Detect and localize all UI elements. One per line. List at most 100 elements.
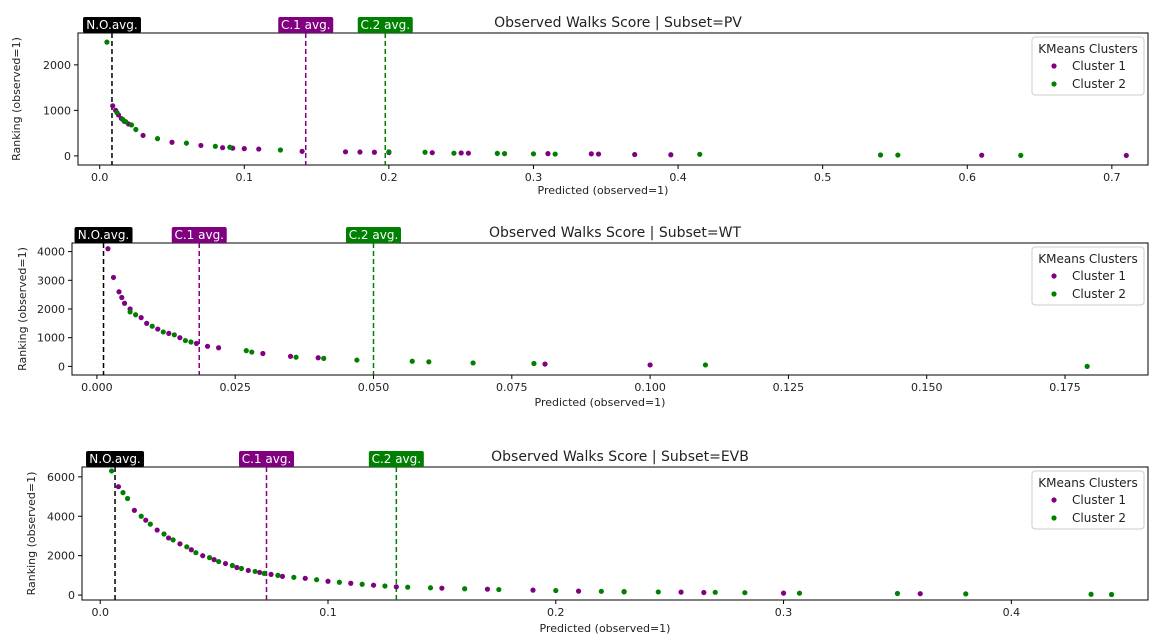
chart-1-legend-marker xyxy=(1051,63,1057,69)
chart-1-legend-title: KMeans Clusters xyxy=(1038,42,1137,56)
chart-1-point xyxy=(552,151,558,157)
chart-3-xtick-label: 0.1 xyxy=(319,606,337,619)
chart-3-point xyxy=(917,591,923,597)
chart-3-point xyxy=(530,587,536,593)
chart-3-point xyxy=(678,589,684,595)
chart-1-avg-label: C.1 avg. xyxy=(281,18,331,32)
chart-2-point xyxy=(133,312,139,318)
chart-3-avg-label-box xyxy=(239,451,294,467)
chart-2-avg-label-box xyxy=(171,227,227,243)
chart-1-legend xyxy=(1031,36,1145,96)
chart-1-xtick-label: 0.7 xyxy=(1103,171,1121,184)
chart-3-point xyxy=(131,507,137,513)
chart-2-point xyxy=(1084,363,1090,369)
chart-3-legend-entry: Cluster 1 xyxy=(1072,493,1126,507)
chart-1-point xyxy=(169,139,175,145)
chart-3-xlabel: Predicted (observed=1) xyxy=(540,622,671,635)
chart-2-point xyxy=(188,339,194,345)
chart-3-point xyxy=(206,555,213,561)
chart-2-point xyxy=(177,335,183,341)
chart-1-point xyxy=(154,136,161,142)
chart-3-legend xyxy=(1031,470,1145,530)
chart-3-point xyxy=(211,557,217,563)
chart-3-point xyxy=(229,562,235,569)
chart-2-xtick-label: 0.000 xyxy=(81,381,113,394)
chart-3-point xyxy=(796,590,803,596)
chart-2-point xyxy=(315,355,321,361)
chart-3-point xyxy=(359,581,365,587)
chart-2-legend-marker xyxy=(1051,273,1057,279)
chart-1-point xyxy=(530,151,537,157)
chart-1-xtick-label: 0.3 xyxy=(525,171,543,184)
chart-1-avg-label-box xyxy=(357,17,413,33)
chart-1-point xyxy=(371,149,378,155)
chart-1-point xyxy=(114,110,120,116)
chart-3-point xyxy=(154,527,160,533)
chart-3-point xyxy=(348,580,354,586)
chart-2-series-2 xyxy=(127,309,1090,369)
chart-2-xlabel: Predicted (observed=1) xyxy=(535,396,666,409)
chart-2-point xyxy=(243,348,249,354)
chart-3-point xyxy=(200,553,206,559)
chart-1-point xyxy=(1018,152,1024,158)
chart-2-point xyxy=(149,323,155,329)
chart-2-ytick-label: 4000 xyxy=(37,246,65,259)
chart-1-point xyxy=(342,149,349,155)
chart-1-point xyxy=(123,119,129,125)
chart-3-point xyxy=(268,571,274,577)
chart-3-point xyxy=(238,565,245,572)
chart-3-point xyxy=(325,578,331,584)
chart-1-ytick-label: 0 xyxy=(64,150,71,163)
chart-3-ytick-label: 2000 xyxy=(47,550,75,563)
chart-3-point xyxy=(1088,591,1094,597)
chart-2-ytick-label: 3000 xyxy=(37,274,65,287)
chart-1-point xyxy=(545,151,551,157)
chart-3-point xyxy=(143,517,149,523)
chart-2-xtick-label: 0.100 xyxy=(634,381,666,394)
chart-3-point xyxy=(655,589,661,595)
chart-1-xtick-label: 0.5 xyxy=(814,171,832,184)
chart-1-avg-label-box xyxy=(278,17,334,33)
chart-2-point xyxy=(116,289,122,295)
chart-2-point xyxy=(155,326,161,332)
chart-1-point xyxy=(104,39,110,45)
chart-3-point xyxy=(165,535,172,541)
chart-2-point xyxy=(409,358,415,364)
chart-2-legend-marker xyxy=(1051,291,1057,297)
chart-2-xtick-label: 0.175 xyxy=(1049,381,1081,394)
chart-1-xtick-label: 0.6 xyxy=(959,171,977,184)
chart-1-xtick-label: 0.1 xyxy=(236,171,254,184)
chart-1-point xyxy=(133,126,139,133)
chart-3-point xyxy=(598,588,604,594)
chart-panel-2: Observed Walks Score | Subset=WT 0.000 0.0… xyxy=(16,225,1149,409)
chart-3-point xyxy=(170,537,176,543)
chart-2-avg-label-box xyxy=(74,227,133,243)
chart-3-point xyxy=(553,587,559,594)
chart-2-point xyxy=(647,362,653,368)
chart-3-point xyxy=(302,575,308,581)
chart-2-ytick-label: 2000 xyxy=(37,303,65,316)
chart-2-point xyxy=(171,332,177,338)
chart-1-point xyxy=(227,144,233,150)
chart-1-point xyxy=(595,151,602,157)
chart-2-avg-label-box xyxy=(346,227,402,243)
chart-3-point xyxy=(963,591,969,597)
chart-1-point xyxy=(386,149,392,155)
chart-3-point xyxy=(462,586,468,592)
chart-2-point xyxy=(470,360,476,366)
chart-3-point xyxy=(393,584,399,590)
chart-2-point xyxy=(121,300,128,306)
chart-1-point xyxy=(299,148,305,154)
chart-1-point xyxy=(458,150,464,156)
chart-2-point xyxy=(110,274,117,281)
chart-3-point xyxy=(291,574,297,580)
chart-1-title: Observed Walks Score | Subset=PV xyxy=(494,15,742,31)
chart-3-point xyxy=(780,590,787,596)
chart-3-point xyxy=(138,513,144,519)
chart-3-legend-entry: Cluster 2 xyxy=(1072,511,1126,525)
chart-3-ytick-label: 0 xyxy=(68,589,75,602)
chart-3-legend-marker xyxy=(1051,515,1057,521)
chart-3-point xyxy=(575,588,582,594)
chart-2-point xyxy=(321,355,327,361)
chart-1-ytick-label: 1000 xyxy=(43,104,71,117)
